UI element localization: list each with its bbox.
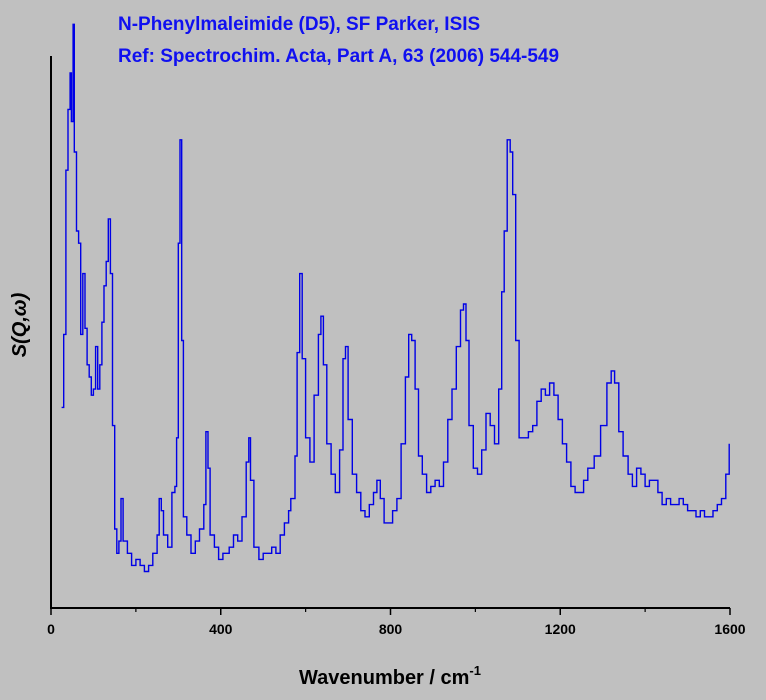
chart-title-line1: N-Phenylmaleimide (D5), SF Parker, ISIS — [118, 14, 480, 35]
x-tick-label-1200: 1200 — [545, 621, 576, 637]
x-tick-labels: 0 400 800 1200 1600 — [47, 621, 746, 637]
x-tick-label-800: 800 — [379, 621, 403, 637]
x-tick-label-0: 0 — [47, 621, 55, 637]
chart-title-line2: Ref: Spectrochim. Acta, Part A, 63 (2006… — [118, 46, 559, 67]
spectrum-series-line — [61, 23, 730, 573]
x-tick-label-1600: 1600 — [714, 621, 745, 637]
x-tick-label-400: 400 — [209, 621, 233, 637]
x-axis-title-superscript: -1 — [469, 663, 481, 678]
x-ticks — [50, 608, 731, 615]
y-axis-title: S(Q,ω) — [9, 292, 31, 357]
x-axis-title: Wavenumber / cm-1 — [299, 663, 481, 689]
x-axis-title-main: Wavenumber / cm — [299, 667, 469, 689]
